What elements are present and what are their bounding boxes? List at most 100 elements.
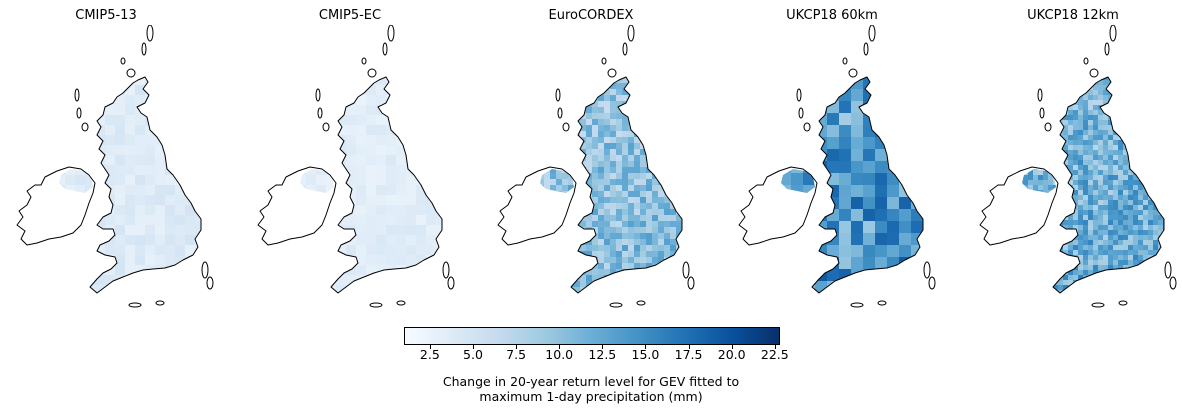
island-outline <box>557 107 563 119</box>
map-ukcp18-12km <box>979 25 1177 308</box>
colorbar-tickmark <box>731 345 733 349</box>
colorbar-tick-label: 15.0 <box>631 347 660 362</box>
island-outline <box>627 25 635 42</box>
island-outline <box>609 302 623 308</box>
island-outline <box>1083 57 1089 65</box>
island-outline <box>1089 68 1099 78</box>
ireland-coastline <box>979 166 1059 246</box>
precipitation-grid <box>1022 77 1164 293</box>
panel-title-eurocordex: EuroCORDEX <box>548 8 634 23</box>
colorbar-tickmark <box>645 345 647 349</box>
island-outline <box>842 57 848 65</box>
island-outline <box>126 68 136 78</box>
island-outline <box>1169 276 1177 290</box>
ireland-coastline <box>497 166 577 246</box>
precipitation-grid <box>300 77 442 293</box>
island-outline <box>1044 122 1052 132</box>
colorbar-label-line1: Change in 20-year return level for GEV f… <box>442 374 740 389</box>
island-outline <box>155 300 165 306</box>
island-outline <box>367 68 377 78</box>
colorbar-label: Change in 20-year return level for GEV f… <box>341 374 841 404</box>
colorbar-tick-label: 5.0 <box>463 347 483 362</box>
island-outline <box>868 25 876 42</box>
island-outline <box>863 42 869 56</box>
great-britain-coastline <box>330 76 443 294</box>
island-outline <box>607 68 617 78</box>
ireland-coastline <box>257 166 337 246</box>
island-outline <box>1109 25 1117 42</box>
island-outline <box>622 42 628 56</box>
island-outline <box>361 57 367 65</box>
colorbar-tick-label: 20.0 <box>717 347 746 362</box>
colorbar-tick-label: 10.0 <box>545 347 574 362</box>
colorbar-tick-label: 7.5 <box>506 347 527 362</box>
island-outline <box>1037 88 1043 102</box>
ireland-coastline <box>738 166 818 246</box>
map-cmip5-ec <box>257 25 455 308</box>
island-outline <box>81 122 89 132</box>
island-outline <box>322 122 330 132</box>
island-outline <box>146 25 154 42</box>
panel-title-ukcp18-60km: UKCP18 60km <box>786 8 878 23</box>
panel-title-cmip5-13: CMIP5-13 <box>75 8 137 23</box>
island-outline <box>447 276 455 290</box>
island-outline <box>687 276 695 290</box>
colorbar-tickmark <box>559 345 561 349</box>
island-outline <box>141 42 147 56</box>
colorbar-tick-label: 17.5 <box>674 347 703 362</box>
island-outline <box>120 57 126 65</box>
island-outline <box>396 300 406 306</box>
great-britain-coastline <box>1052 76 1165 294</box>
colorbar-tick-label: 2.5 <box>419 347 440 362</box>
island-outline <box>206 276 214 290</box>
panel-title-cmip5-ec: CMIP5-EC <box>318 8 382 23</box>
island-outline <box>803 122 811 132</box>
precipitation-grid <box>59 77 201 293</box>
island-outline <box>74 88 80 102</box>
colorbar-tickmark <box>688 345 690 349</box>
great-britain-coastline <box>570 76 683 294</box>
island-outline <box>555 88 561 102</box>
island-outline <box>877 300 887 306</box>
colorbar-tick-label: 22.5 <box>760 347 789 362</box>
colorbar-tickmark <box>472 345 474 349</box>
island-outline <box>1104 42 1110 56</box>
island-outline <box>848 68 858 78</box>
island-outline <box>1039 107 1045 119</box>
colorbar-label-line2: maximum 1-day precipitation (mm) <box>479 389 703 404</box>
colorbar-tickmark <box>774 345 776 349</box>
island-outline <box>562 122 570 132</box>
colorbar-tick-label: 12.5 <box>588 347 617 362</box>
map-eurocordex <box>497 25 695 308</box>
island-outline <box>128 302 142 308</box>
island-outline <box>442 261 450 279</box>
island-outline <box>317 107 323 119</box>
great-britain-coastline <box>89 76 202 294</box>
colorbar-tickmark <box>429 345 431 349</box>
precipitation-grid <box>781 77 923 293</box>
island-outline <box>928 276 936 290</box>
map-cmip5-13 <box>16 25 214 308</box>
great-britain-coastline <box>811 76 924 294</box>
island-outline <box>201 261 209 279</box>
colorbar-tickmark <box>602 345 604 349</box>
island-outline <box>315 88 321 102</box>
precipitation-grid <box>540 77 682 293</box>
ireland-coastline <box>16 166 96 246</box>
colorbar <box>404 327 780 345</box>
island-outline <box>1118 300 1128 306</box>
island-outline <box>1164 261 1172 279</box>
map-ukcp18-60km <box>738 25 936 308</box>
island-outline <box>796 88 802 102</box>
island-outline <box>636 300 646 306</box>
island-outline <box>850 302 864 308</box>
island-outline <box>923 261 931 279</box>
island-outline <box>682 261 690 279</box>
island-outline <box>601 57 607 65</box>
island-outline <box>1091 302 1105 308</box>
island-outline <box>382 42 388 56</box>
island-outline <box>798 107 804 119</box>
colorbar-tickmark <box>516 345 518 349</box>
panel-title-ukcp18-12km: UKCP18 12km <box>1027 8 1119 23</box>
